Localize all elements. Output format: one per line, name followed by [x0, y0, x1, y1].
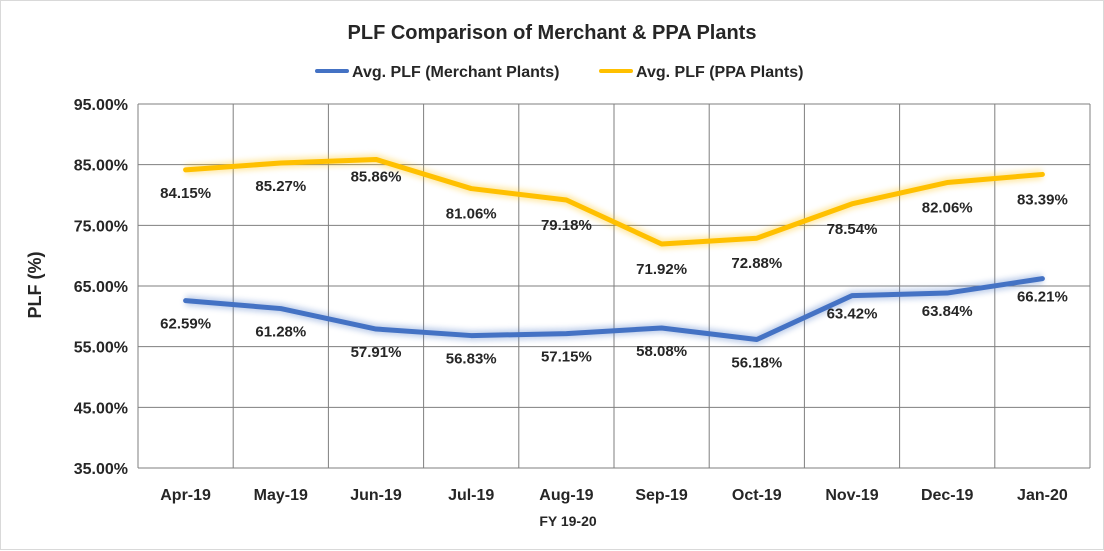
legend-label-ppa: Avg. PLF (PPA Plants)	[636, 64, 803, 81]
data-label: 84.15%	[160, 185, 211, 202]
x-tick-label: Jul-19	[448, 487, 494, 504]
data-label: 61.28%	[255, 324, 306, 341]
y-tick-label: 35.00%	[74, 461, 128, 478]
x-tick-label: Aug-19	[539, 487, 593, 504]
data-label: 71.92%	[636, 261, 687, 278]
data-label: 81.06%	[446, 206, 497, 223]
y-tick-label: 45.00%	[74, 400, 128, 417]
x-tick-label: Apr-19	[160, 487, 211, 504]
x-axis-label: FY 19-20	[539, 513, 597, 529]
x-tick-label: Jan-20	[1017, 487, 1068, 504]
data-label: 56.18%	[731, 355, 782, 372]
x-axis-ticks: Apr-19 May-19 Jun-19 Jul-19 Aug-19 Sep-19 Oct-…	[160, 487, 1068, 504]
y-axis-ticks: 35.00% 45.00% 55.00% 65.00% 75.00% 85.00% 95.0…	[74, 97, 128, 478]
y-tick-label: 65.00%	[74, 279, 128, 296]
data-label: 57.15%	[541, 349, 592, 366]
data-label: 62.59%	[160, 316, 211, 333]
data-label: 57.91%	[351, 344, 402, 361]
data-label: 78.54%	[827, 221, 878, 238]
x-tick-label: May-19	[254, 487, 308, 504]
x-tick-label: Oct-19	[732, 487, 782, 504]
data-label: 72.88%	[731, 255, 782, 272]
y-tick-label: 75.00%	[74, 218, 128, 235]
chart-title: PLF Comparison of Merchant & PPA Plants	[348, 22, 757, 44]
x-tick-label: Jun-19	[350, 487, 402, 504]
data-label: 56.83%	[446, 351, 497, 368]
data-label: 85.86%	[351, 168, 402, 185]
y-tick-label: 55.00%	[74, 340, 128, 357]
y-tick-label: 95.00%	[74, 97, 128, 114]
x-tick-label: Nov-19	[825, 487, 878, 504]
data-label: 85.27%	[255, 178, 306, 195]
y-axis-label: PLF (%)	[25, 252, 45, 319]
data-label: 83.39%	[1017, 191, 1068, 208]
x-tick-label: Sep-19	[635, 487, 688, 504]
data-label: 63.42%	[827, 306, 878, 323]
legend-label-merchant: Avg. PLF (Merchant Plants)	[352, 64, 559, 81]
data-label: 82.06%	[922, 200, 973, 217]
legend: Avg. PLF (Merchant Plants) Avg. PLF (PPA…	[317, 64, 803, 81]
data-label: 58.08%	[636, 343, 687, 360]
data-label: 63.84%	[922, 303, 973, 320]
y-tick-label: 85.00%	[74, 158, 128, 175]
data-label: 66.21%	[1017, 289, 1068, 306]
x-tick-label: Dec-19	[921, 487, 974, 504]
data-label: 79.18%	[541, 217, 592, 234]
